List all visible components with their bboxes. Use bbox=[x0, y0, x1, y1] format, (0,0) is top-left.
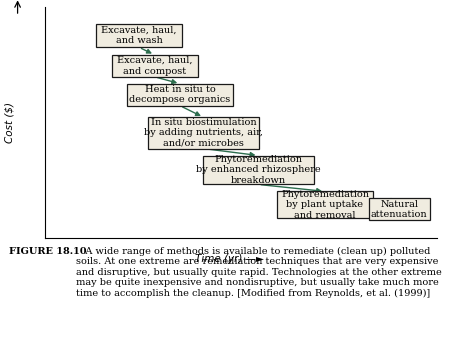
FancyBboxPatch shape bbox=[202, 155, 314, 185]
FancyBboxPatch shape bbox=[369, 198, 430, 220]
Text: Cost ($): Cost ($) bbox=[5, 102, 15, 143]
Text: In situ biostimulation
by adding nutrients, air,
and/or microbes: In situ biostimulation by adding nutrien… bbox=[144, 118, 263, 148]
Text: FIGURE 18.10: FIGURE 18.10 bbox=[9, 247, 86, 256]
FancyBboxPatch shape bbox=[127, 84, 233, 106]
Text: Time (yr) —►: Time (yr) —► bbox=[194, 255, 264, 265]
Text: A wide range of methods is available to remediate (clean up) polluted soils. At : A wide range of methods is available to … bbox=[76, 247, 442, 298]
Text: Phytoremediation
by plant uptake
and removal: Phytoremediation by plant uptake and rem… bbox=[281, 190, 369, 220]
Text: Phytoremediation
by enhanced rhizosphere
breakdown: Phytoremediation by enhanced rhizosphere… bbox=[196, 155, 321, 185]
FancyBboxPatch shape bbox=[96, 24, 182, 47]
Text: Excavate, haul,
and compost: Excavate, haul, and compost bbox=[117, 56, 192, 75]
FancyBboxPatch shape bbox=[148, 117, 259, 149]
Text: Heat in situ to
decompose organics: Heat in situ to decompose organics bbox=[130, 85, 231, 104]
Text: Natural
attenuation: Natural attenuation bbox=[371, 200, 427, 219]
FancyBboxPatch shape bbox=[112, 55, 198, 77]
Text: Excavate, haul,
and wash: Excavate, haul, and wash bbox=[101, 26, 177, 45]
FancyBboxPatch shape bbox=[277, 191, 373, 218]
